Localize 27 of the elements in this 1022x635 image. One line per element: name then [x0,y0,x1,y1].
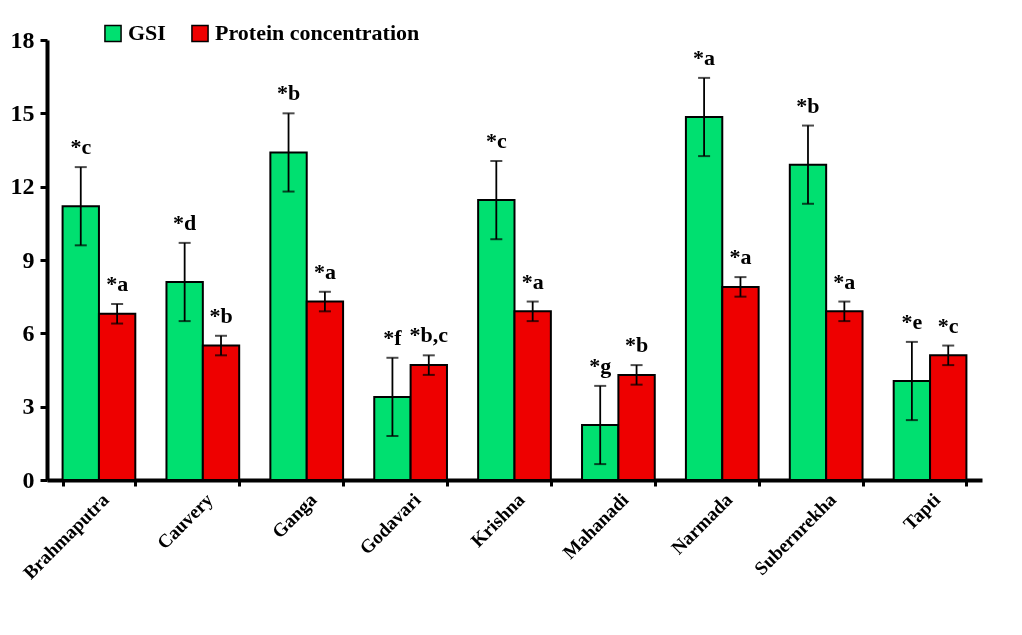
annotation: *e [901,308,923,334]
annotation: *b [796,92,820,118]
annotation: *g [589,352,612,378]
y-tick-label: 3 [22,393,35,420]
annotation: *f [383,324,403,350]
annotation: *a [106,271,129,296]
y-tick-label: 0 [22,466,35,493]
legend-label: Protein concentration [215,20,420,46]
annotation: *a [729,244,752,270]
annotation: *a [693,44,716,70]
y-tick-label: 9 [22,246,35,273]
y-tick-label: 15 [10,99,35,126]
annotation: *b [209,302,233,328]
annotation: *c [70,134,92,160]
annotation: *b [276,80,301,106]
annotation: *d [173,209,197,235]
annotation: *c [485,128,507,153]
annotation: *b [624,332,649,358]
y-tick-label: 6 [22,319,35,346]
legend-label: GSI [128,20,166,46]
y-tick-label: 12 [10,173,35,200]
annotation: *c [937,312,959,338]
annotation: *b,c [409,322,449,348]
y-tick-label: 18 [10,26,35,53]
annotation: *a [313,258,336,284]
annotation: *a [521,268,544,294]
annotation: *a [833,268,856,294]
